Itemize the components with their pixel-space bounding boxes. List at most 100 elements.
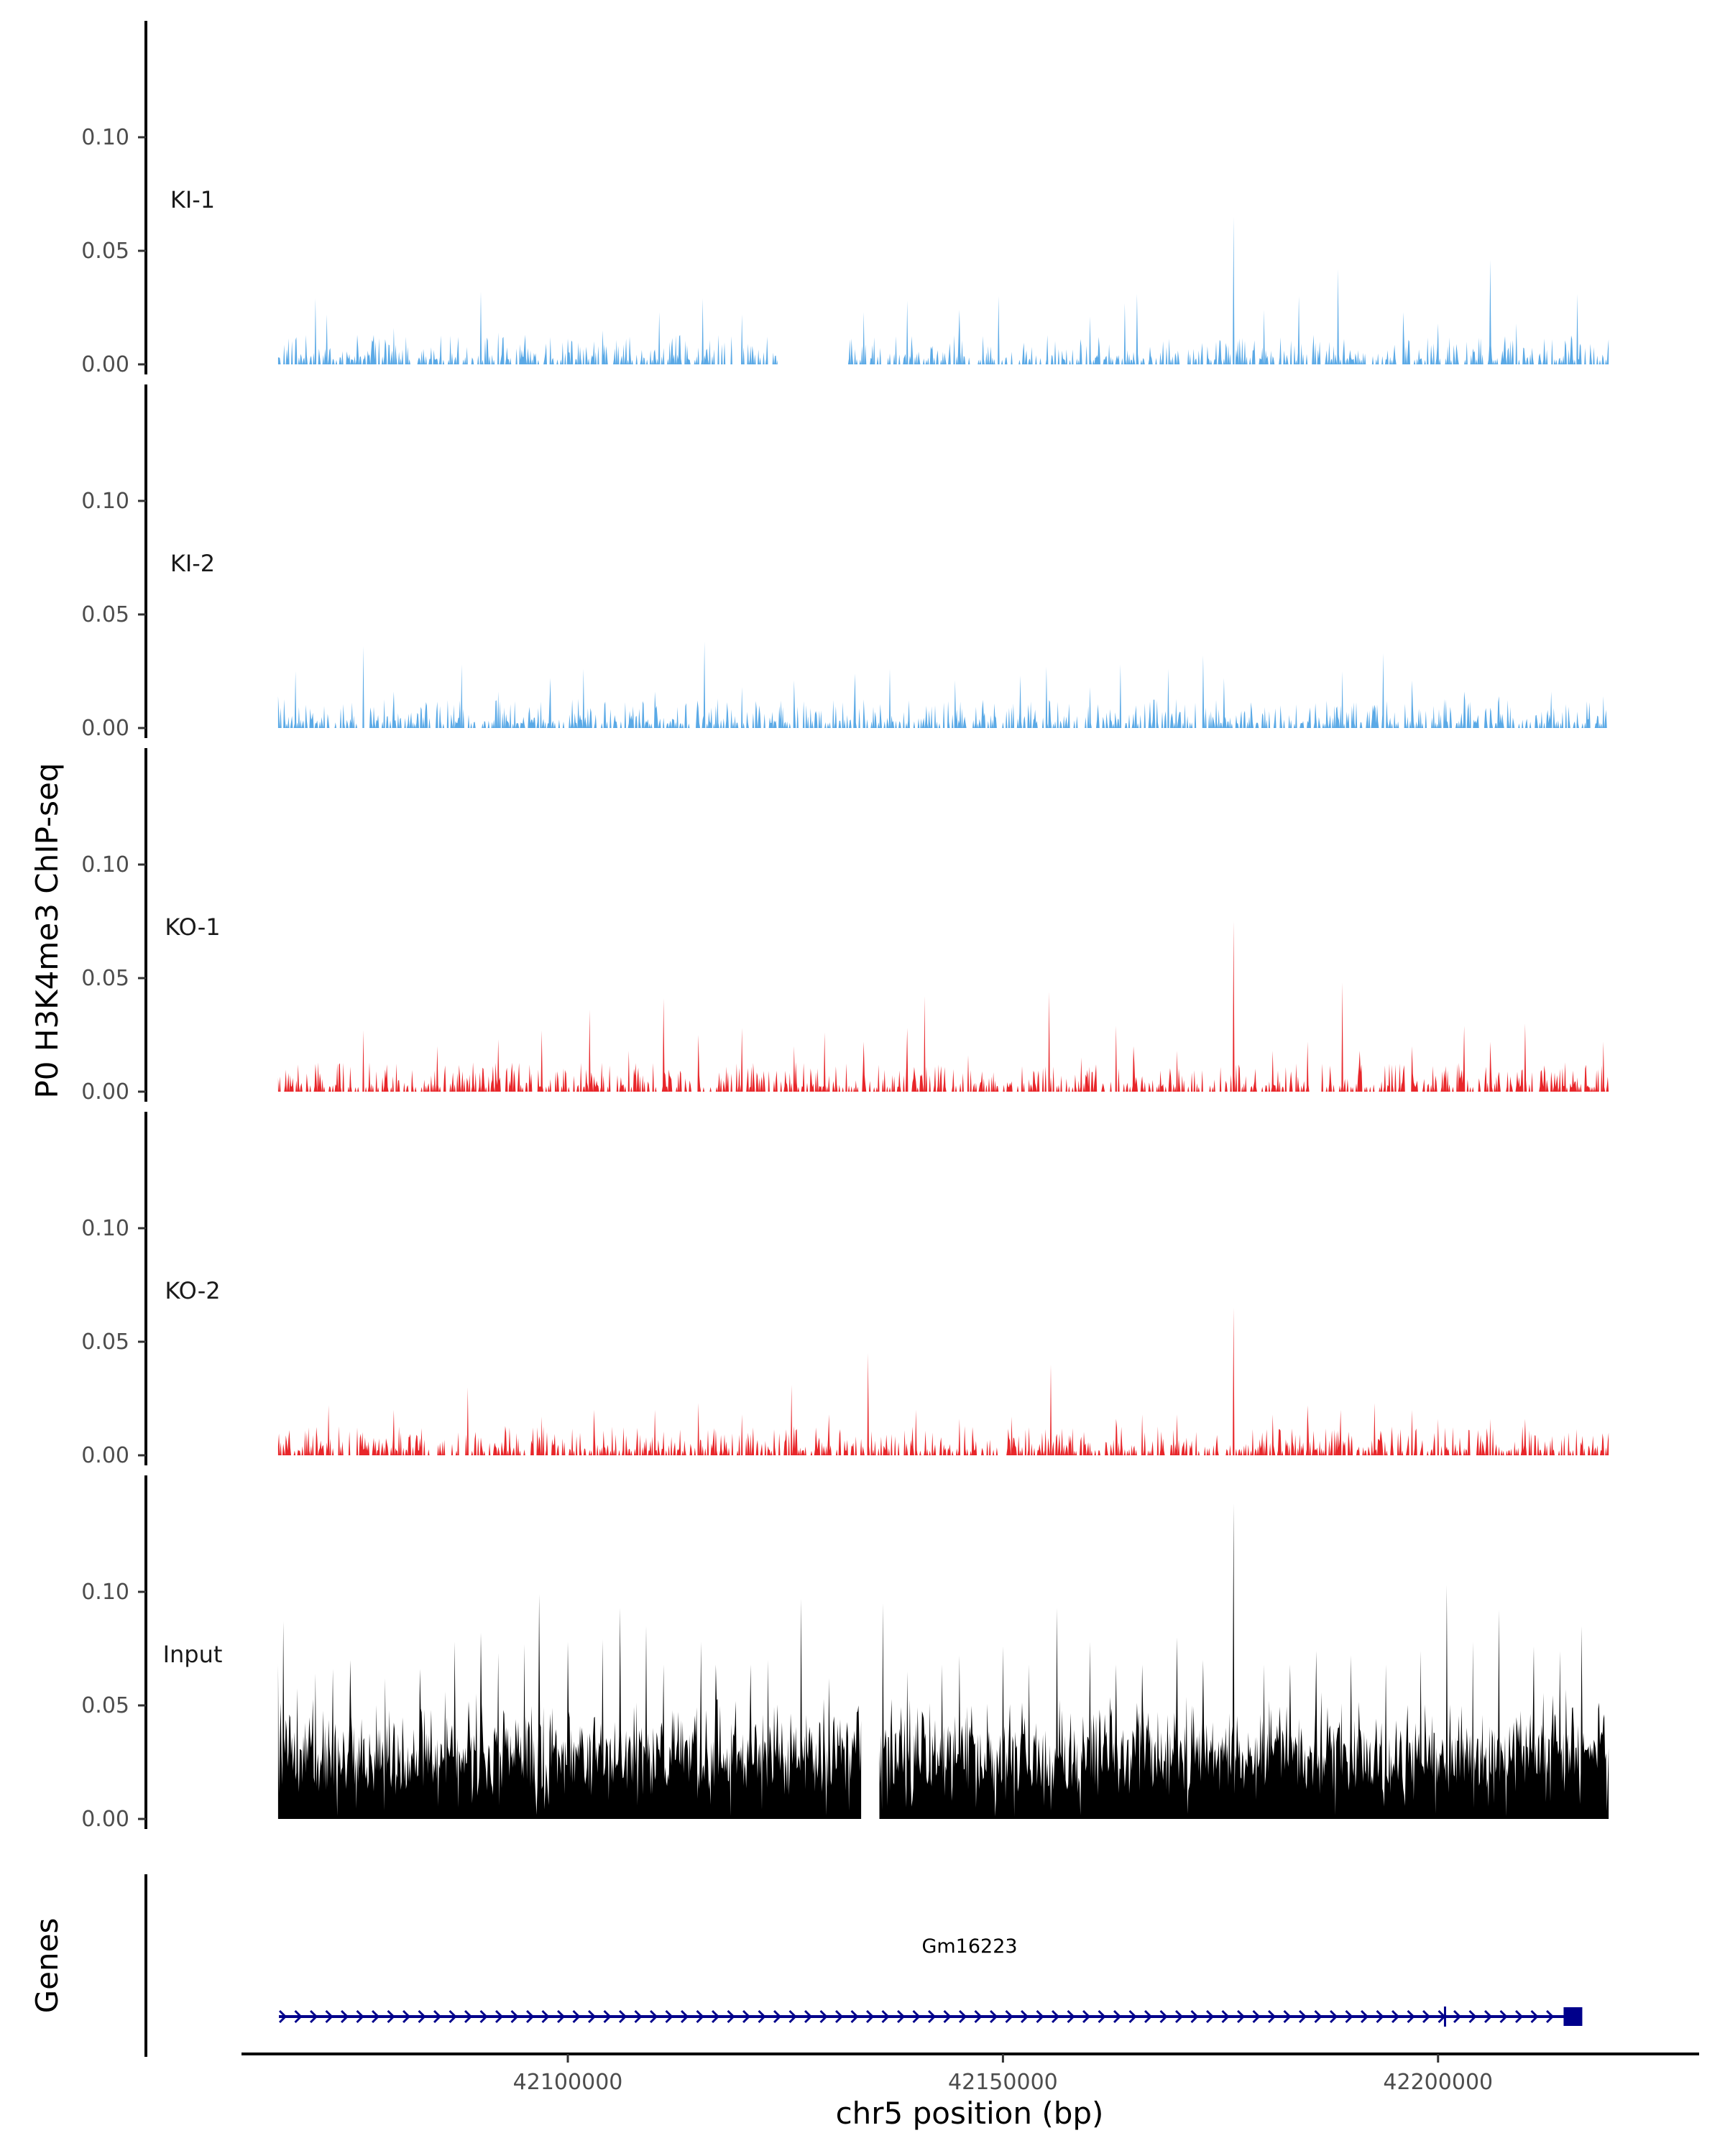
gene-exon xyxy=(1563,2007,1583,2026)
strand-arrow xyxy=(1144,2009,1153,2024)
strand-arrow xyxy=(1174,2009,1184,2024)
strand-arrow xyxy=(1205,2009,1215,2024)
strand-arrow xyxy=(557,2009,566,2024)
track-ki-1: 0.00 0.05 0.10 KI-1 xyxy=(81,21,1609,377)
track-label: Input xyxy=(163,1641,223,1668)
y-tick-label: 0.10 xyxy=(81,1580,129,1605)
x-tick-label: 42150000 xyxy=(948,2070,1058,2095)
strand-arrow xyxy=(1113,2009,1122,2024)
y-tick-label: 0.00 xyxy=(81,716,129,741)
strand-arrow xyxy=(619,2009,627,2024)
strand-arrow xyxy=(1051,2009,1060,2024)
strand-arrow xyxy=(758,2009,766,2024)
track-label: KI-2 xyxy=(170,550,215,577)
strand-arrow xyxy=(464,2009,473,2024)
strand-arrow xyxy=(1036,2009,1044,2024)
strand-arrow xyxy=(1407,2009,1415,2024)
strand-arrow xyxy=(865,2009,875,2024)
strand-arrow xyxy=(850,2009,859,2024)
track-input: 0.00 0.05 0.10 Input xyxy=(81,1475,1609,1832)
strand-arrow xyxy=(356,2009,364,2024)
strand-arrow xyxy=(1190,2009,1199,2024)
gene-body xyxy=(279,2007,1583,2027)
strand-arrow xyxy=(1283,2009,1292,2024)
strand-arrow xyxy=(572,2009,581,2024)
y-tick-label: 0.00 xyxy=(81,1079,129,1105)
strand-arrow xyxy=(1391,2009,1400,2024)
strand-arrow xyxy=(294,2009,303,2024)
strand-arrow xyxy=(804,2009,813,2024)
x-axis: 42100000 42150000 42200000 xyxy=(242,2053,1699,2095)
genes-track-title: Genes xyxy=(29,1918,65,2014)
strand-arrow xyxy=(634,2009,643,2024)
strand-arrow xyxy=(650,2009,658,2024)
y-tick-label: 0.00 xyxy=(81,1443,129,1468)
strand-arrow xyxy=(1545,2009,1555,2024)
signal-area xyxy=(879,1503,1609,1819)
strand-arrow xyxy=(402,2009,411,2024)
strand-arrow xyxy=(387,2009,395,2024)
track-ko-2: 0.00 0.05 0.10 KO-2 xyxy=(81,1112,1609,1468)
strand-arrow xyxy=(588,2009,597,2024)
strand-arrow xyxy=(727,2009,735,2024)
signal-area xyxy=(277,1594,862,1819)
strand-arrow xyxy=(834,2009,844,2024)
strand-arrow xyxy=(1252,2009,1261,2024)
strand-arrow xyxy=(526,2009,535,2024)
strand-arrow xyxy=(819,2009,828,2024)
strand-arrow xyxy=(1020,2009,1029,2024)
strand-arrow xyxy=(433,2009,442,2024)
strand-arrow xyxy=(541,2009,550,2024)
track-ki-2: 0.00 0.05 0.10 KI-2 xyxy=(81,384,1609,741)
y-tick-label: 0.10 xyxy=(81,489,129,514)
strand-arrow xyxy=(1128,2009,1137,2024)
gene-label: Gm16223 xyxy=(921,1935,1017,1958)
strand-arrow xyxy=(1422,2009,1431,2024)
strand-arrow xyxy=(881,2009,890,2024)
strand-arrow xyxy=(1314,2009,1322,2024)
strand-arrow xyxy=(479,2009,488,2024)
x-axis-title: chr5 position (bp) xyxy=(836,2096,1104,2131)
track-ko-1: 0.00 0.05 0.10 KO-1 xyxy=(81,748,1609,1105)
strand-arrow xyxy=(1499,2009,1508,2024)
y-tick-label: 0.05 xyxy=(81,239,129,264)
strand-arrow xyxy=(1159,2009,1168,2024)
strand-arrow xyxy=(495,2009,504,2024)
strand-arrow xyxy=(773,2009,782,2024)
strand-arrow xyxy=(896,2009,906,2024)
strand-arrow xyxy=(974,2009,983,2024)
y-tick-label: 0.10 xyxy=(81,1216,129,1241)
strand-arrow xyxy=(1484,2009,1493,2024)
y-tick-label: 0.05 xyxy=(81,1693,129,1718)
strand-arrow xyxy=(1376,2009,1384,2024)
signal-area xyxy=(277,1307,1609,1455)
strand-arrow xyxy=(989,2009,998,2024)
strand-arrow xyxy=(912,2009,921,2024)
strand-arrow xyxy=(448,2009,457,2024)
strand-arrow xyxy=(1514,2009,1524,2024)
strand-arrow xyxy=(1082,2009,1091,2024)
strand-arrow xyxy=(1221,2009,1230,2024)
x-tick-label: 42200000 xyxy=(1383,2070,1493,2095)
strand-arrow xyxy=(279,2009,288,2024)
strand-arrow xyxy=(1298,2009,1307,2024)
y-tick-label: 0.05 xyxy=(81,966,129,991)
y-tick-label: 0.05 xyxy=(81,602,129,627)
strand-arrow xyxy=(712,2009,720,2024)
y-tick-label: 0.10 xyxy=(81,852,129,877)
strand-arrow xyxy=(325,2009,334,2024)
strand-arrow xyxy=(372,2009,380,2024)
strand-arrow xyxy=(665,2009,673,2024)
signal-area xyxy=(277,291,778,364)
strand-arrow xyxy=(1236,2009,1246,2024)
y-tick-label: 0.00 xyxy=(81,352,129,377)
strand-arrow xyxy=(681,2009,689,2024)
strand-arrow xyxy=(1005,2009,1013,2024)
strand-arrow xyxy=(1453,2009,1462,2024)
track-label: KO-2 xyxy=(165,1277,220,1304)
strand-arrow xyxy=(1360,2009,1369,2024)
strand-arrow xyxy=(1067,2009,1075,2024)
track-label: KI-1 xyxy=(170,186,215,213)
strand-arrow xyxy=(1468,2009,1477,2024)
